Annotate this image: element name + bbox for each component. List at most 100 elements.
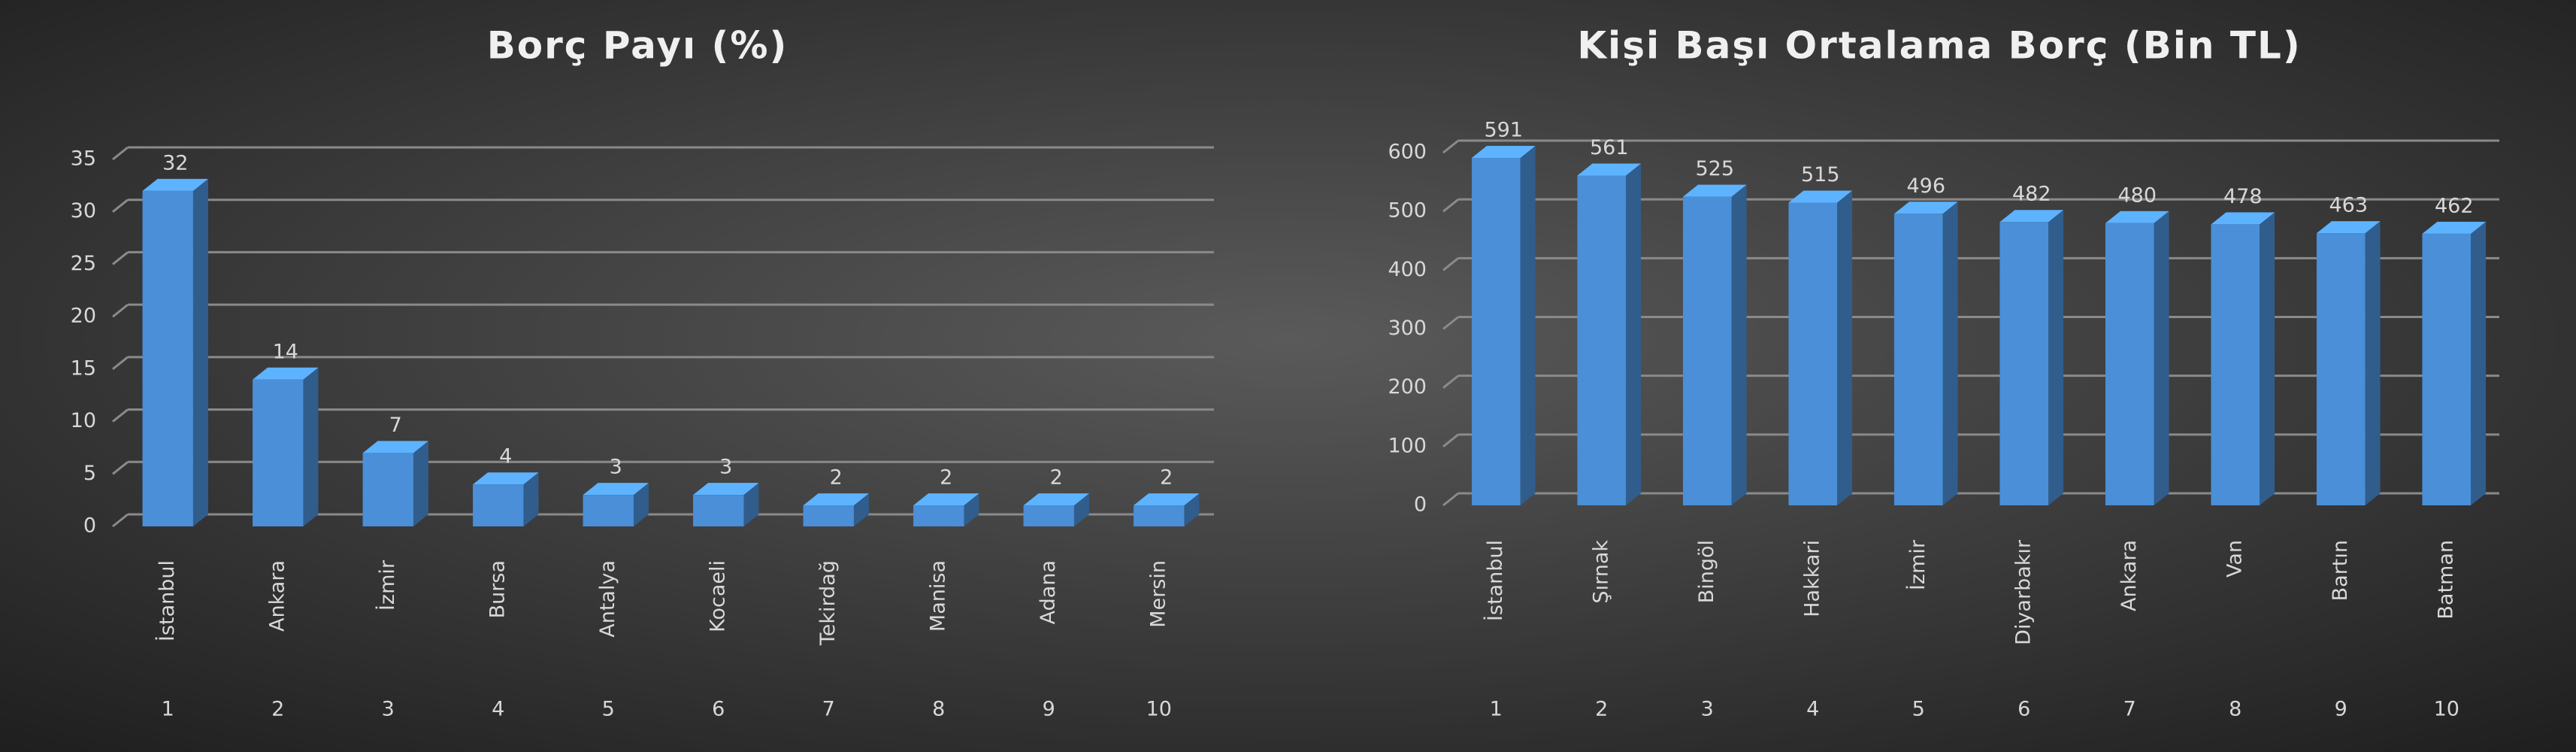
bar-top: [362, 441, 428, 453]
bar-front: [473, 484, 524, 526]
grid-line: [112, 199, 1214, 213]
rank-label: 2: [271, 698, 284, 721]
x-tick-label: Mersin: [1146, 560, 1170, 628]
value-label: 525: [1695, 157, 1734, 180]
value-label: 591: [1484, 119, 1523, 142]
bar-side: [853, 493, 869, 526]
bar-side: [192, 178, 208, 527]
grid-line-floor: [1442, 139, 1459, 154]
x-tick-label: Manisa: [926, 560, 949, 632]
rank-label: 7: [2123, 698, 2136, 721]
bar-front: [1682, 196, 1732, 505]
grid-line-floor: [1442, 198, 1459, 213]
grid-line-floor: [112, 513, 129, 528]
bar-side: [303, 367, 319, 526]
value-label: 7: [389, 414, 402, 437]
rank-label: 5: [1912, 698, 1925, 721]
x-tick-label: Batman: [2434, 540, 2457, 620]
value-label: 462: [2435, 194, 2474, 217]
rank-label: 10: [2434, 698, 2459, 721]
bar: [693, 483, 759, 526]
grid-line-floor: [1442, 316, 1459, 330]
bar-top: [583, 483, 649, 496]
bar: [1788, 190, 1853, 506]
bar-front: [2211, 224, 2260, 505]
x-tick-label: Tekirdağ: [816, 560, 840, 646]
bar-side: [1184, 493, 1200, 526]
bar-front: [1023, 505, 1074, 526]
rank-label: 3: [1701, 698, 1714, 721]
rank-label: 10: [1146, 698, 1172, 721]
value-label: 14: [273, 340, 298, 363]
bar-side: [1731, 184, 1747, 505]
y-tick-label: 200: [1388, 375, 1427, 399]
grid-line-floor: [1442, 492, 1459, 507]
chart-title: Kişi Başı Ortalama Borç (Bin TL): [1577, 24, 2301, 68]
x-tick-label: Bartın: [2329, 540, 2352, 601]
bar: [803, 493, 869, 526]
bar-top: [1471, 146, 1536, 159]
bar-side: [523, 472, 539, 526]
value-label: 2: [830, 466, 843, 490]
value-label: 478: [2223, 185, 2263, 208]
bar-side: [633, 483, 649, 526]
value-label: 482: [2012, 183, 2051, 206]
value-label: 3: [610, 456, 622, 479]
y-tick-label: 35: [71, 147, 96, 171]
x-tick-label: İzmir: [375, 559, 399, 611]
x-tick-label: Şırnak: [1589, 540, 1612, 604]
bar-side: [743, 483, 759, 526]
x-tick-label: İstanbul: [1483, 540, 1507, 621]
bar-side: [2365, 221, 2381, 505]
value-label: 32: [162, 151, 188, 174]
x-tick-label: Adana: [1037, 560, 1060, 624]
bar: [362, 441, 428, 526]
x-tick-label: Van: [2223, 540, 2246, 578]
rank-label: 7: [822, 698, 835, 721]
bar: [2105, 211, 2169, 505]
bar-front: [583, 495, 634, 526]
y-tick-label: 25: [71, 252, 96, 275]
bar-front: [693, 495, 744, 526]
rank-label: 5: [602, 698, 615, 721]
bar: [1023, 493, 1089, 526]
bar-top: [1577, 163, 1642, 176]
y-tick-label: 5: [83, 462, 96, 485]
value-label: 2: [940, 466, 952, 490]
rank-label: 9: [1043, 698, 1055, 721]
bar-side: [2048, 210, 2064, 505]
grid-line-floor: [112, 461, 129, 475]
bar-front: [1471, 158, 1521, 505]
y-tick-label: 10: [71, 409, 96, 432]
grid-line-floor: [112, 199, 129, 213]
x-tick-label: Ankara: [265, 560, 289, 632]
bar-top: [1134, 493, 1200, 506]
bar: [1999, 210, 2064, 505]
y-tick-label: 15: [71, 356, 96, 380]
bar-top: [913, 493, 979, 506]
bar-side: [1837, 190, 1853, 506]
bar: [1682, 184, 1747, 505]
bar-front: [1788, 202, 1838, 505]
bar: [473, 472, 539, 526]
bar-front: [362, 453, 413, 526]
grid-line: [112, 303, 1214, 318]
bar: [1893, 202, 1958, 505]
bar-front: [1577, 175, 1627, 506]
value-label: 463: [2329, 194, 2368, 217]
bar: [1577, 163, 1642, 506]
bar-side: [2471, 221, 2487, 505]
bar-top: [803, 493, 869, 506]
bar-side: [1073, 493, 1089, 526]
bar-front: [803, 505, 854, 526]
bar-top: [142, 178, 208, 191]
grid-line: [112, 356, 1214, 371]
bar-top: [473, 472, 539, 485]
x-tick-label: Bingöl: [1695, 540, 1718, 603]
bar: [2422, 221, 2487, 505]
x-tick-label: Diyarbakır: [2011, 539, 2035, 645]
y-tick-label: 600: [1388, 141, 1427, 164]
rank-label: 1: [1490, 698, 1503, 721]
bar-front: [913, 505, 964, 526]
